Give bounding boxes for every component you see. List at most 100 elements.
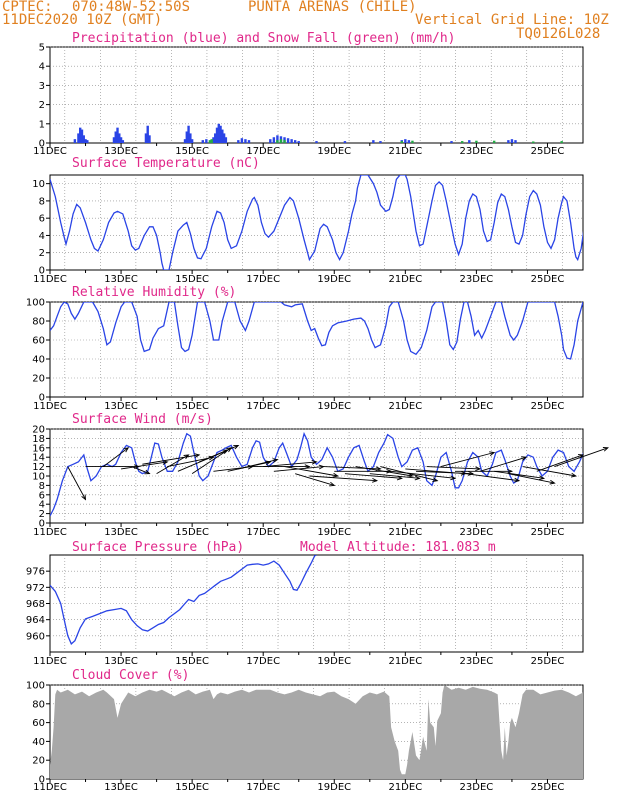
precip-snow-bar bbox=[532, 141, 535, 143]
wind-vector-head bbox=[208, 455, 215, 461]
cloud-xtick-label: 19DEC bbox=[317, 782, 351, 793]
wind-vector bbox=[263, 461, 317, 468]
precip-precip-bar bbox=[224, 137, 228, 143]
precip-precip-bar bbox=[144, 133, 148, 143]
wind-vector bbox=[156, 454, 189, 475]
rh-xtick-label: 19DEC bbox=[317, 401, 351, 412]
precip-precip-bar bbox=[201, 140, 204, 143]
wind-vector-head bbox=[521, 456, 528, 461]
wind-ytick-label: 8 bbox=[39, 481, 45, 492]
header-grid-note: Vertical Grid Line: 10Z bbox=[415, 12, 609, 28]
pressure-xtick-label: 19DEC bbox=[317, 656, 351, 667]
precip-snow-bar bbox=[411, 140, 414, 143]
header-source: CPTEC: bbox=[2, 0, 53, 15]
cloud-xtick-label: 13DEC bbox=[104, 782, 138, 793]
wind-vector bbox=[554, 447, 609, 468]
temp-ytick-label: 8 bbox=[39, 196, 45, 207]
precip-precip-bar bbox=[297, 141, 300, 143]
wind-xtick-label: 23DEC bbox=[460, 527, 494, 538]
precip-xtick-label: 25DEC bbox=[531, 146, 565, 157]
precip-ytick-label: 5 bbox=[39, 43, 45, 54]
wind-vector-head bbox=[144, 469, 151, 475]
rh-xtick-label: 17DEC bbox=[246, 401, 280, 412]
header-code: TQ0126L028 bbox=[516, 26, 601, 42]
wind-vector bbox=[238, 459, 278, 470]
model-altitude-label: Model Altitude: 181.083 m bbox=[300, 540, 496, 555]
wind-vector-head bbox=[226, 447, 233, 453]
precip-precip-bar bbox=[379, 141, 382, 143]
pressure-xtick-label: 25DEC bbox=[531, 656, 565, 667]
cloud-ytick-label: 20 bbox=[32, 756, 45, 767]
precip-precip-bar bbox=[240, 138, 244, 143]
wind-vector-head bbox=[183, 454, 190, 460]
rh-xtick-label: 25DEC bbox=[531, 401, 565, 412]
temp-series-line bbox=[50, 175, 583, 270]
precip-xtick-label: 13DEC bbox=[104, 146, 138, 157]
precip-precip-bar bbox=[212, 137, 215, 143]
precip-precip-bar bbox=[293, 140, 297, 143]
wind-vector bbox=[309, 475, 377, 482]
precip-precip-bar bbox=[73, 139, 77, 143]
precip-precip-bar bbox=[112, 137, 116, 143]
wind-ytick-label: 2 bbox=[39, 509, 45, 520]
precip-precip-bar bbox=[215, 127, 219, 143]
precip-precip-bar bbox=[315, 141, 318, 143]
precip-precip-bar bbox=[119, 137, 123, 143]
pressure-title: Surface Pressure (hPa) bbox=[72, 540, 244, 555]
wind-vector-head bbox=[265, 460, 272, 466]
precip-snow-bar bbox=[492, 140, 496, 143]
cloud-xtick-label: 11DEC bbox=[33, 782, 67, 793]
precip-precip-bar bbox=[114, 131, 117, 143]
wind-vector-head bbox=[332, 472, 339, 478]
temp-ytick-label: 10 bbox=[32, 179, 45, 190]
precip-precip-bar bbox=[343, 141, 347, 143]
wind-xtick-label: 17DEC bbox=[246, 527, 280, 538]
precip-xtick-label: 11DEC bbox=[33, 146, 67, 157]
rh-xtick-label: 23DEC bbox=[460, 401, 494, 412]
rh-ytick-label: 40 bbox=[32, 355, 45, 366]
rh-ytick-label: 0 bbox=[39, 393, 45, 404]
precip-precip-bar bbox=[222, 133, 226, 143]
wind-vector bbox=[142, 454, 200, 465]
temp-xtick-label: 19DEC bbox=[317, 274, 351, 285]
pressure-ytick-label: 964 bbox=[26, 615, 45, 626]
precip-precip-bar bbox=[116, 127, 119, 143]
precip-frame bbox=[49, 46, 584, 144]
pressure-xtick-label: 17DEC bbox=[246, 656, 280, 667]
wind-vector-head bbox=[414, 475, 421, 481]
rh-ytick-label: 80 bbox=[32, 317, 45, 328]
pressure-xtick-label: 21DEC bbox=[388, 656, 422, 667]
precip-ytick-label: 2 bbox=[39, 100, 45, 111]
temp-xtick-label: 21DEC bbox=[388, 274, 422, 285]
precip-precip-bar bbox=[217, 123, 220, 143]
header-location: PUNTA ARENAS (CHILE) bbox=[248, 0, 417, 15]
precip-xtick-label: 21DEC bbox=[388, 146, 422, 157]
precip-precip-bar bbox=[183, 139, 187, 143]
wind-vector-head bbox=[602, 447, 609, 452]
precip-snow-bar bbox=[279, 139, 283, 143]
rh-title: Relative Humidity (%) bbox=[72, 285, 236, 300]
precip-snow-bar bbox=[283, 140, 286, 143]
precip-precip-bar bbox=[450, 141, 453, 143]
wind-vector bbox=[479, 456, 527, 472]
wind-vector-head bbox=[468, 471, 474, 476]
temp-ytick-label: 6 bbox=[39, 214, 45, 225]
temp-title: Surface Temperature (nC) bbox=[72, 156, 260, 171]
wind-vector bbox=[465, 473, 520, 482]
wind-xtick-label: 25DEC bbox=[531, 527, 565, 538]
precip-precip-bar bbox=[514, 140, 517, 143]
pressure-xtick-label: 15DEC bbox=[175, 656, 209, 667]
precip-precip-bar bbox=[290, 139, 293, 143]
wind-vector bbox=[494, 470, 544, 479]
wind-ytick-label: 4 bbox=[39, 500, 45, 511]
precip-precip-bar bbox=[82, 135, 85, 143]
wind-vector bbox=[536, 454, 584, 472]
cloud-ytick-label: 60 bbox=[32, 718, 45, 729]
temp-xtick-label: 15DEC bbox=[175, 274, 209, 285]
rh-frame bbox=[49, 301, 584, 398]
wind-vector-head bbox=[507, 468, 514, 474]
cloud-ytick-label: 80 bbox=[32, 699, 45, 710]
wind-vector-head bbox=[549, 479, 556, 485]
precip-ytick-label: 0 bbox=[39, 139, 45, 150]
